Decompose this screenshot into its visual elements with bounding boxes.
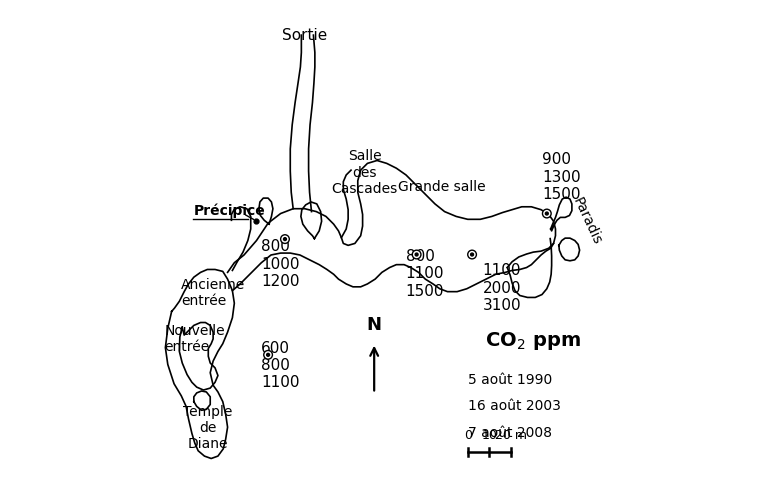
Text: N: N bbox=[367, 316, 382, 333]
Text: 800
1100
1500: 800 1100 1500 bbox=[406, 248, 444, 298]
Text: 10: 10 bbox=[481, 428, 497, 441]
Text: 16 août 2003: 16 août 2003 bbox=[468, 399, 561, 412]
Circle shape bbox=[545, 212, 548, 215]
Text: 1100
2000
3100: 1100 2000 3100 bbox=[483, 263, 522, 313]
Text: 20 m: 20 m bbox=[495, 428, 527, 441]
Text: Grande salle: Grande salle bbox=[398, 180, 486, 194]
Text: 800
1000
1200: 800 1000 1200 bbox=[261, 239, 299, 288]
Circle shape bbox=[264, 351, 272, 360]
Text: Paradis: Paradis bbox=[569, 195, 603, 246]
Text: Précipice: Précipice bbox=[193, 203, 265, 218]
Text: Temple
de
Diane: Temple de Diane bbox=[183, 404, 233, 451]
Circle shape bbox=[415, 254, 418, 257]
Text: CO$_2$ ppm: CO$_2$ ppm bbox=[485, 330, 581, 352]
Circle shape bbox=[280, 235, 290, 244]
Text: Ancienne
entrée: Ancienne entrée bbox=[181, 277, 246, 308]
Text: 5 août 1990: 5 août 1990 bbox=[468, 372, 553, 386]
Circle shape bbox=[468, 251, 477, 259]
Text: Nouvelle
entrée: Nouvelle entrée bbox=[164, 323, 225, 353]
Circle shape bbox=[267, 354, 270, 357]
Text: 0: 0 bbox=[464, 428, 472, 441]
Circle shape bbox=[543, 210, 551, 218]
Circle shape bbox=[412, 251, 421, 259]
Text: 7 août 2008: 7 août 2008 bbox=[468, 425, 553, 439]
Circle shape bbox=[283, 238, 287, 241]
Circle shape bbox=[471, 254, 474, 257]
Text: 900
1300
1500: 900 1300 1500 bbox=[542, 152, 581, 202]
Text: 600
800
1100: 600 800 1100 bbox=[261, 340, 299, 390]
Text: Sortie: Sortie bbox=[282, 28, 327, 43]
Text: Salle
des
Cascades: Salle des Cascades bbox=[331, 149, 398, 196]
